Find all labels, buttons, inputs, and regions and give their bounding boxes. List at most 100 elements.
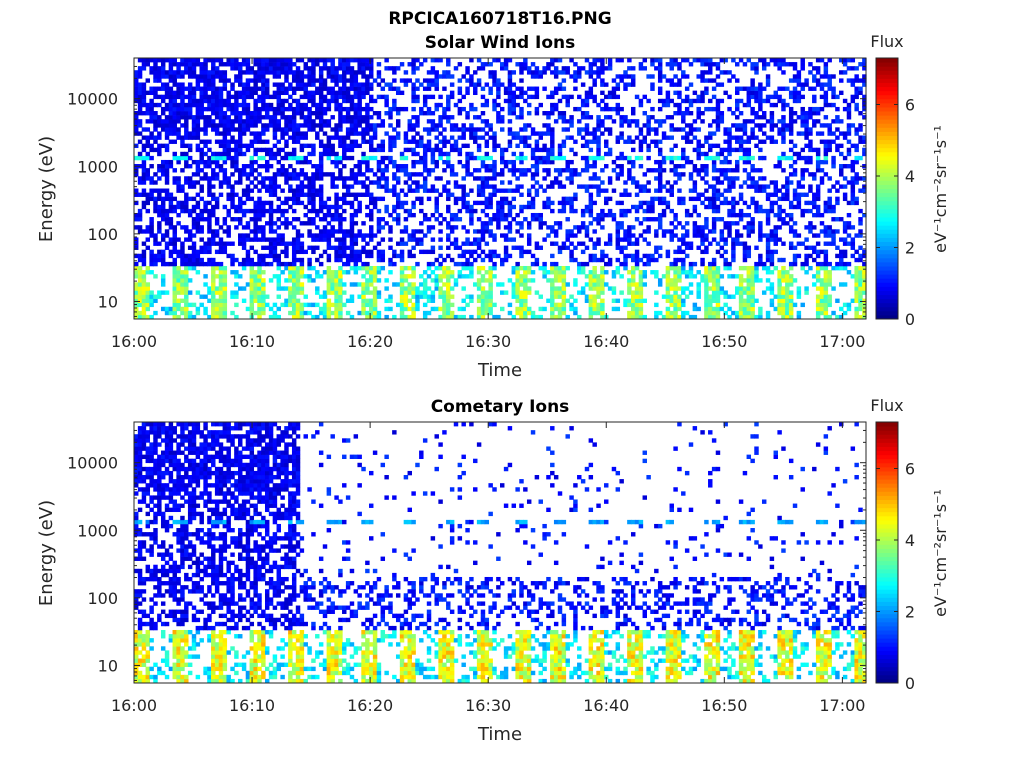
heatmap-cell (492, 188, 497, 193)
heatmap-cell (384, 298, 389, 303)
heatmap-cell (361, 131, 366, 136)
heatmap-cell (492, 233, 497, 238)
heatmap-cell (318, 196, 324, 202)
heatmap-cell (700, 164, 705, 169)
heatmap-cell (681, 172, 686, 177)
heatmap-cell (214, 127, 220, 132)
heatmap-cell (191, 90, 197, 96)
heatmap-cell (361, 221, 366, 226)
heatmap-cell (715, 290, 721, 295)
heatmap-cell (584, 111, 590, 116)
heatmap-cell (642, 172, 647, 177)
heatmap-cell (569, 241, 574, 246)
heatmap-cell (446, 115, 451, 120)
heatmap-cell (338, 217, 343, 222)
heatmap-cell (241, 151, 247, 157)
heatmap-cell (369, 127, 374, 132)
heatmap-cell (380, 249, 386, 255)
heatmap-cell (172, 90, 177, 96)
heatmap-cell (257, 229, 262, 234)
heatmap-cell (291, 115, 297, 120)
heatmap-cell (615, 229, 621, 234)
heatmap-cell (218, 294, 224, 299)
heatmap-cell (627, 225, 632, 230)
heatmap-cell (326, 306, 332, 312)
heatmap-cell (665, 200, 671, 206)
heatmap-cell (195, 131, 201, 136)
heatmap-cell (580, 241, 586, 246)
heatmap-cell (211, 127, 216, 132)
heatmap-cell (411, 237, 416, 242)
heatmap-cell (604, 164, 609, 169)
heatmap-cell (511, 151, 517, 157)
heatmap-cell (214, 233, 220, 238)
heatmap-cell (681, 249, 686, 255)
heatmap-cell (303, 135, 308, 140)
heatmap-cell (338, 298, 343, 303)
heatmap-cell (480, 278, 486, 283)
heatmap-cell (688, 188, 694, 193)
heatmap-cell (503, 86, 509, 91)
heatmap-cell (276, 314, 281, 320)
heatmap-cell (322, 98, 328, 104)
heatmap-cell (473, 86, 478, 91)
heatmap-cell (249, 131, 255, 136)
heatmap-cell (696, 270, 701, 275)
heatmap-cell (577, 241, 582, 246)
heatmap-cell (380, 119, 386, 124)
heatmap-cell (657, 221, 663, 226)
heatmap-cell (234, 208, 239, 214)
heatmap-cell (153, 86, 158, 91)
heatmap-cell (241, 106, 247, 112)
heatmap-cell (253, 159, 258, 165)
heatmap-cell (280, 249, 285, 255)
heatmap-cell (288, 115, 293, 120)
heatmap-cell (234, 270, 239, 275)
heatmap-cell (134, 217, 139, 222)
heatmap-cell (430, 298, 436, 303)
heatmap-cell (230, 217, 235, 222)
heatmap-cell (719, 306, 725, 312)
heatmap-cell (318, 176, 324, 181)
heatmap-cell (238, 82, 243, 87)
heatmap-cell (422, 78, 428, 83)
heatmap-cell (207, 74, 212, 79)
heatmap-cell (642, 66, 647, 71)
heatmap-cell (249, 139, 255, 144)
heatmap-cell (592, 94, 597, 100)
heatmap-cell (681, 314, 686, 320)
heatmap-cell (681, 115, 686, 120)
heatmap-cell (291, 265, 297, 271)
heatmap-cell (257, 261, 262, 267)
heatmap-cell (657, 225, 663, 230)
heatmap-cell (469, 131, 474, 136)
heatmap-cell (369, 200, 374, 206)
heatmap-cell (673, 286, 678, 291)
heatmap-cell (264, 221, 270, 226)
heatmap-cell (399, 106, 405, 112)
heatmap-cell (700, 225, 705, 230)
heatmap-cell (168, 241, 174, 246)
heatmap-cell (345, 62, 351, 67)
heatmap-cell (307, 196, 312, 202)
heatmap-cell (276, 66, 281, 71)
heatmap-cell (257, 86, 262, 91)
heatmap-cell (349, 176, 355, 181)
heatmap-cell (627, 286, 632, 291)
heatmap-cell (311, 143, 316, 149)
heatmap-cell (268, 151, 274, 157)
heatmap-cell (222, 290, 228, 295)
heatmap-cell (542, 176, 547, 181)
heatmap-cell (334, 123, 339, 128)
heatmap-cell (253, 131, 258, 136)
heatmap-cell (369, 58, 374, 63)
heatmap-cell (311, 196, 316, 202)
heatmap-cell (476, 286, 482, 291)
heatmap-cell (180, 70, 185, 75)
heatmap-cell (657, 70, 663, 75)
heatmap-cell (245, 233, 251, 238)
heatmap-cell (696, 229, 701, 234)
heatmap-cell (476, 176, 482, 181)
heatmap-cell (137, 131, 143, 136)
heatmap-cell (345, 86, 351, 91)
